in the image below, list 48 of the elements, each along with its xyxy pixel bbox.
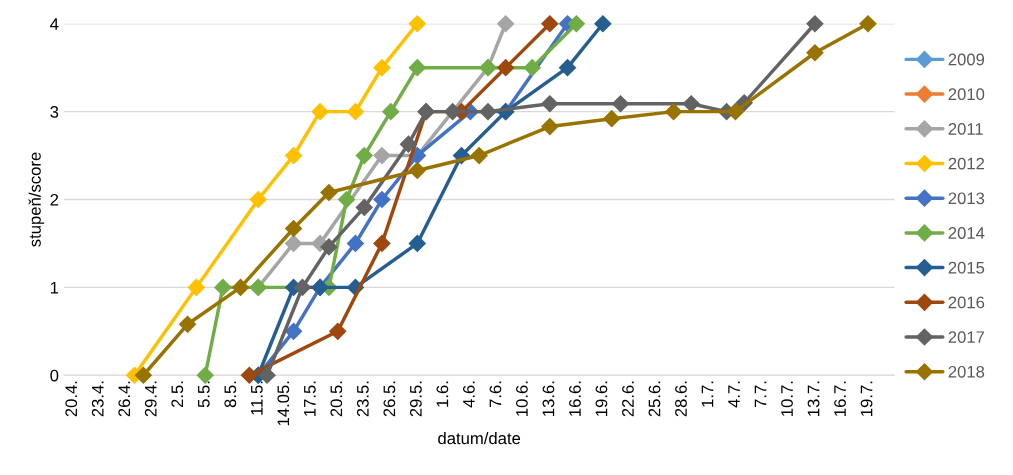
x-tick-label: 17.5. — [304, 381, 316, 416]
legend-label: 2015 — [948, 261, 985, 274]
x-tick-label: 20.5. — [330, 381, 343, 417]
legend-label: 2018 — [948, 365, 985, 378]
x-tick-label: 16.6. — [569, 381, 581, 416]
legend-label: 2013 — [948, 192, 985, 205]
x-tick-label: 16.7. — [834, 381, 846, 416]
x-tick-label: 4.6. — [462, 381, 475, 408]
legend-label: 2012 — [948, 157, 985, 170]
x-tick-label: 19.6. — [595, 381, 608, 416]
x-tick-label: 7.6. — [489, 381, 502, 408]
x-tick-label: 1.6. — [436, 381, 449, 407]
x-tick-label: 11.5. — [251, 381, 263, 415]
x-tick-label: 1.7. — [701, 381, 714, 407]
legend-label: 2014 — [948, 227, 985, 239]
y-tick-label: 4 — [50, 18, 59, 30]
y-tick-label: 2 — [50, 193, 59, 206]
x-tick-label: 29.4. — [144, 381, 157, 417]
x-tick-label: 23.4. — [91, 381, 104, 417]
x-tick-label: 13.6. — [542, 381, 555, 416]
x-tick-label: 14.05. — [277, 381, 290, 426]
x-tick-label: 10.6. — [516, 381, 528, 416]
legend-label: 2016 — [948, 296, 985, 309]
x-tick-label: 2.5. — [171, 381, 184, 408]
x-tick-label: 26.5. — [383, 381, 396, 417]
y-tick-label: 3 — [50, 106, 59, 118]
x-tick-label: 5.5. — [198, 381, 210, 408]
x-tick-label: 20.4. — [65, 381, 78, 417]
x-tick-label: 13.7. — [807, 381, 820, 416]
y-axis-title: stupeň/score — [28, 152, 45, 247]
x-tick-label: 29.5. — [409, 381, 422, 417]
x-tick-label: 10.7. — [781, 381, 793, 416]
x-tick-label: 28.6. — [675, 381, 687, 417]
legend-label: 2009 — [948, 53, 985, 66]
x-tick-label: 19.7. — [860, 381, 873, 416]
x-axis-title: datum/date — [438, 432, 521, 445]
y-tick-label: 1 — [50, 281, 59, 294]
y-tick-label: 0 — [50, 369, 59, 382]
legend-label: 2017 — [948, 331, 985, 344]
x-tick-label: 7.7. — [754, 381, 767, 408]
x-tick-label: 22.6. — [622, 381, 634, 417]
legend-label: 2011 — [948, 122, 983, 135]
x-tick-label: 8.5. — [224, 381, 237, 408]
x-tick-label: 4.7. — [728, 381, 740, 408]
x-tick-label: 26.4. — [118, 381, 131, 417]
legend-label: 2010 — [948, 88, 985, 101]
x-tick-label: 23.5. — [356, 381, 369, 417]
x-tick-label: 25.6. — [648, 381, 661, 417]
